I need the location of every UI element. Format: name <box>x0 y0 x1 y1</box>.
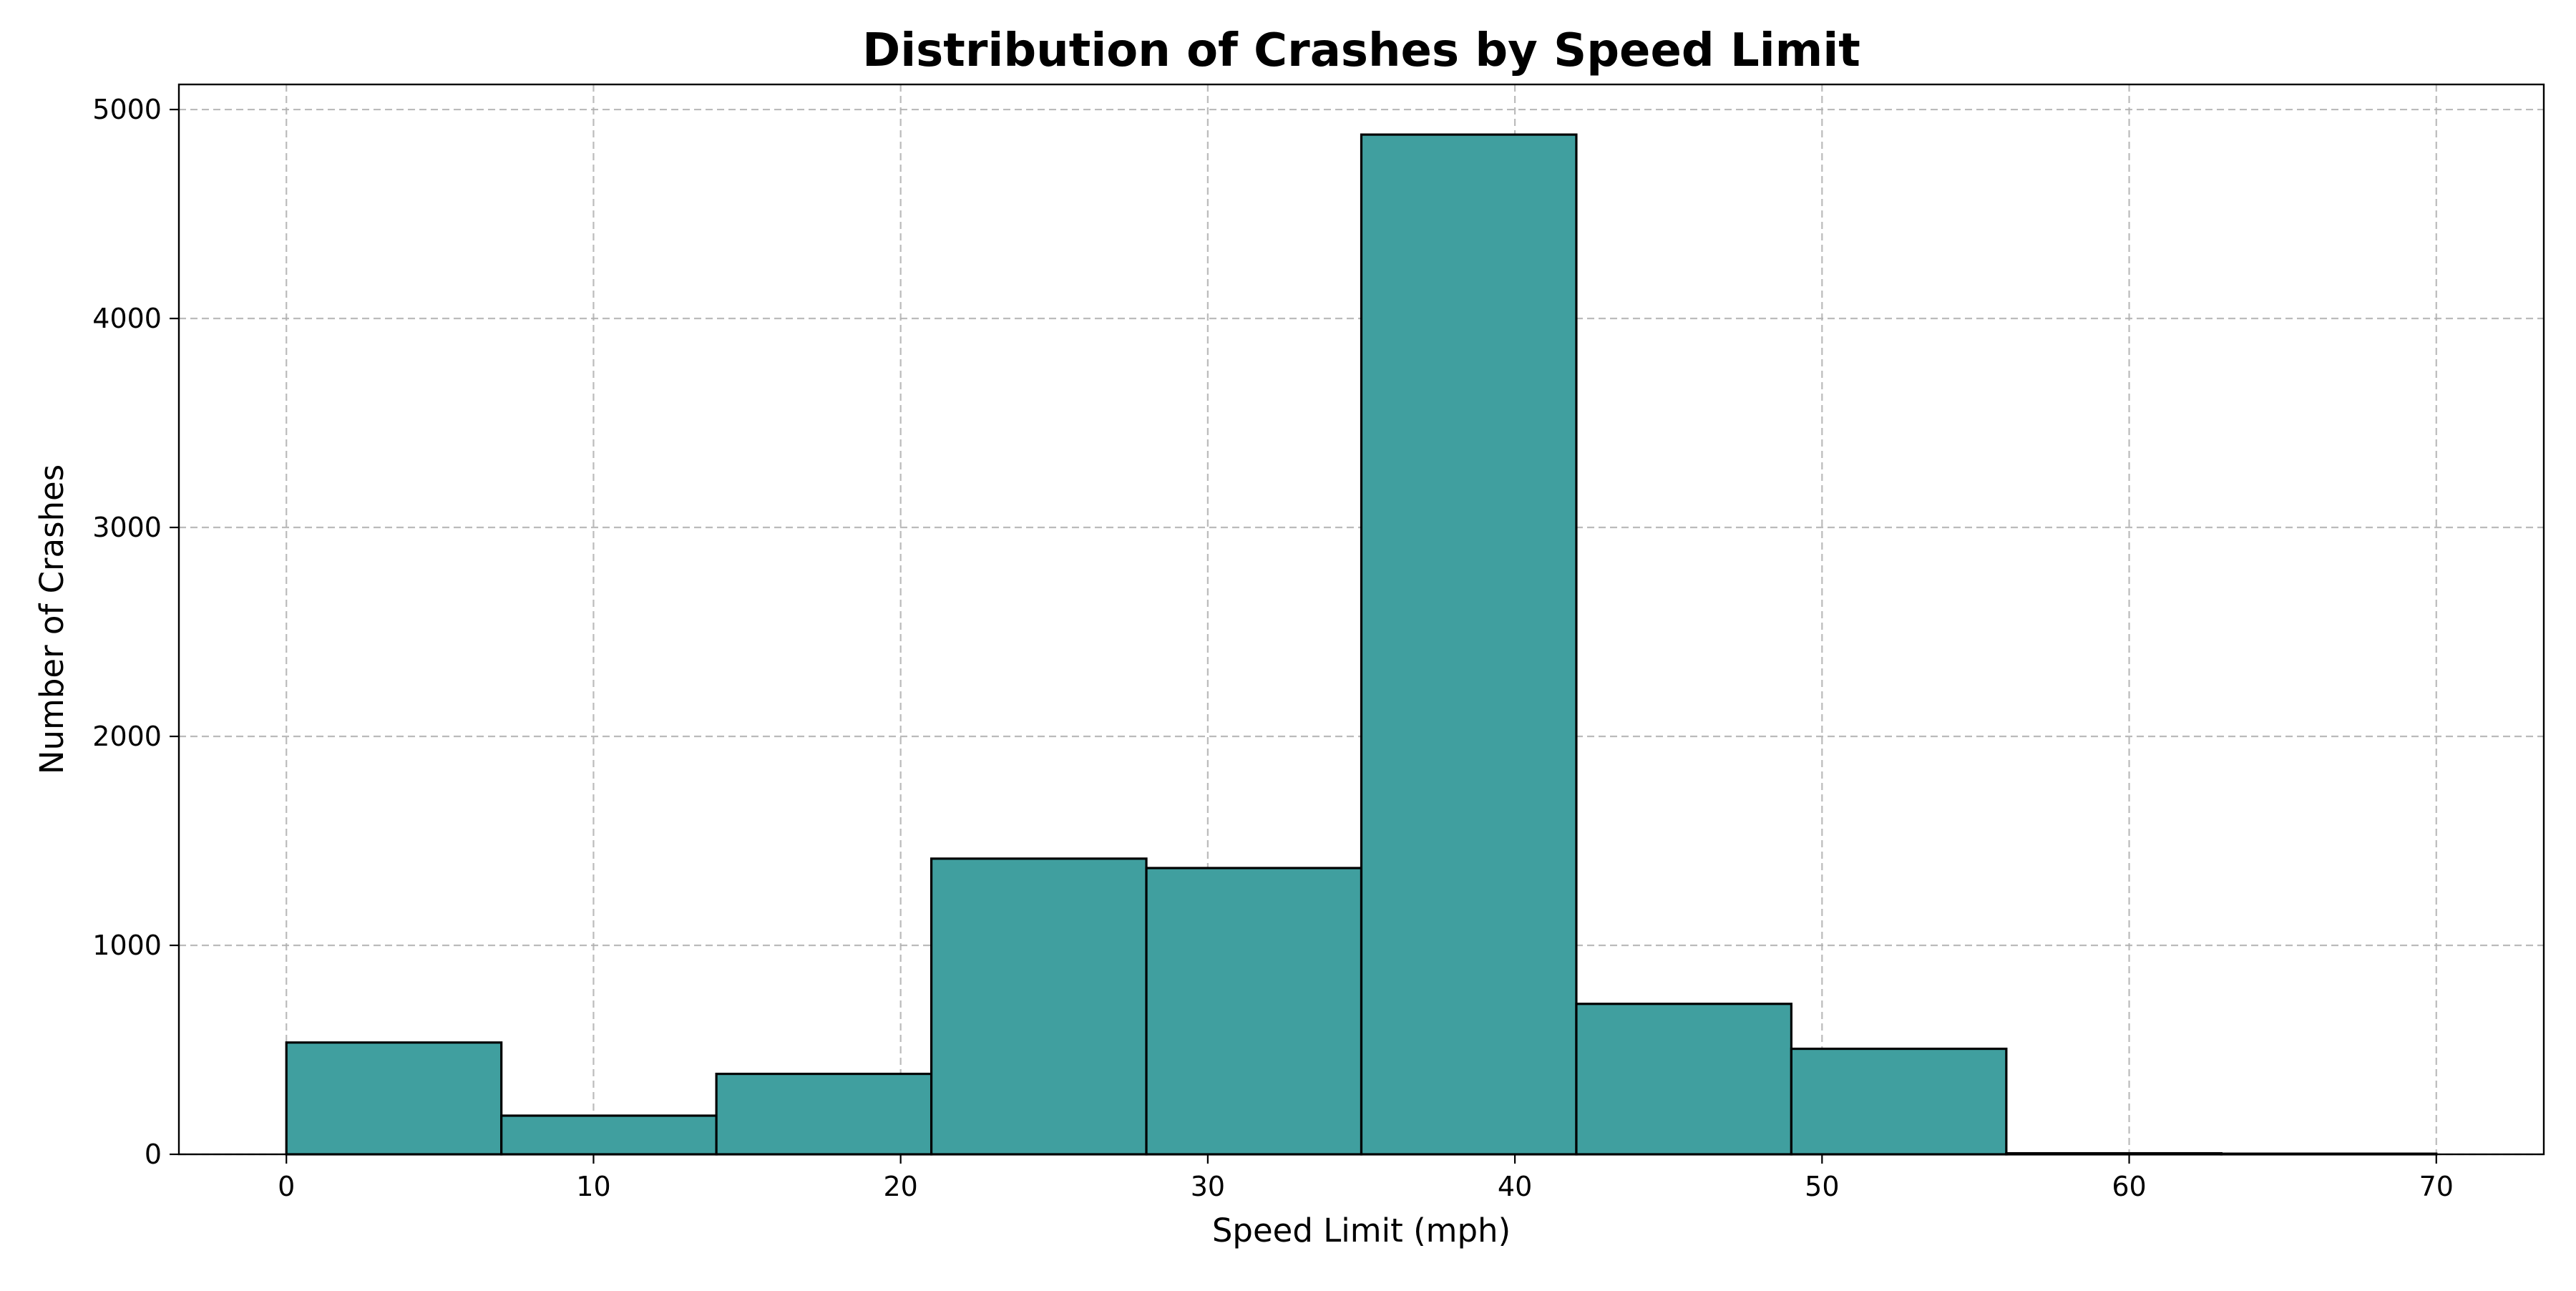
x-tick-label: 70 <box>2419 1171 2454 1202</box>
histogram-bar <box>930 857 1148 1156</box>
y-tick-label: 5000 <box>92 94 162 125</box>
x-tick-label: 20 <box>883 1171 917 1202</box>
x-axis-label: Speed Limit (mph) <box>1212 1212 1511 1249</box>
y-axis-label: Number of Crashes <box>33 464 71 774</box>
chart-title: Distribution of Crashes by Speed Limit <box>862 24 1860 77</box>
y-tick-label: 0 <box>145 1139 162 1170</box>
y-tick-label: 3000 <box>92 512 162 543</box>
y-tick-label: 1000 <box>92 930 162 961</box>
axes-frame <box>177 83 2545 1156</box>
histogram-bar <box>500 1114 718 1156</box>
x-tick-label: 50 <box>1805 1171 1839 1202</box>
bar-layer <box>285 133 2438 1156</box>
x-tick-label: 40 <box>1498 1171 1532 1202</box>
x-tick-label: 30 <box>1191 1171 1225 1202</box>
y-tick-label: 2000 <box>92 721 162 752</box>
x-tick-label: 0 <box>278 1171 295 1202</box>
y-tick-label: 4000 <box>92 303 162 334</box>
tick-layer: 0 10 20 30 40 50 60 70 0 1000 2000 3000 4000 5000 <box>92 94 2454 1202</box>
histogram-bar <box>1790 1047 2008 1156</box>
histogram-bar <box>1360 133 1578 1156</box>
x-tick-label: 60 <box>2112 1171 2146 1202</box>
histogram-bar <box>1575 1003 1793 1156</box>
histogram-bar <box>1145 867 1363 1156</box>
histogram-bar <box>715 1072 933 1156</box>
x-tick-label: 10 <box>576 1171 610 1202</box>
histogram-bar <box>285 1041 503 1156</box>
